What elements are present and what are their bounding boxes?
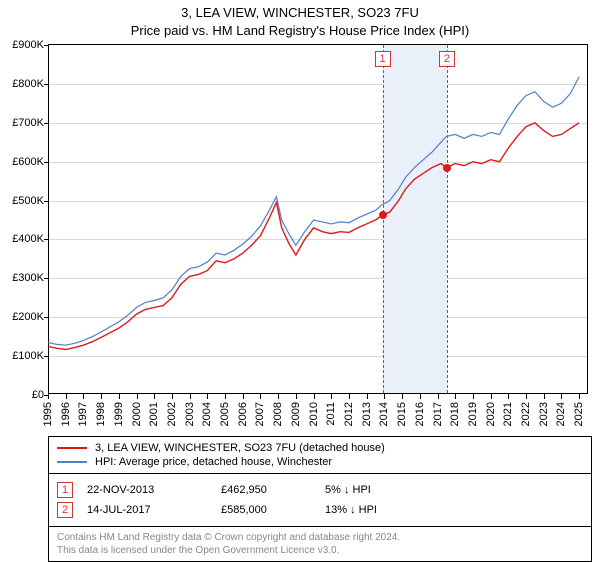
x-axis-label: 2016 xyxy=(414,402,426,426)
legend-item-hpi: HPI: Average price, detached house, Winc… xyxy=(57,455,583,469)
x-axis-label: 1998 xyxy=(95,402,107,426)
sale-dot xyxy=(379,211,387,219)
x-axis-label: 2003 xyxy=(184,402,196,426)
sale-date: 14-JUL-2017 xyxy=(87,504,207,516)
y-axis-label: £800K xyxy=(12,78,48,90)
x-axis-label: 1999 xyxy=(113,402,125,426)
y-axis-label: £600K xyxy=(12,156,48,168)
sale-row: 1 22-NOV-2013 £462,950 5% ↓ HPI xyxy=(57,480,583,500)
x-axis-label: 1995 xyxy=(42,402,54,426)
legend: 3, LEA VIEW, WINCHESTER, SO23 7FU (detac… xyxy=(48,436,592,562)
x-axis-label: 2007 xyxy=(254,402,266,426)
x-axis-label: 2022 xyxy=(520,402,532,426)
attribution-line-1: Contains HM Land Registry data © Crown c… xyxy=(57,532,400,543)
sale-diff: 13% ↓ HPI xyxy=(325,504,445,516)
sale-diff: 5% ↓ HPI xyxy=(325,484,445,496)
legend-label-hpi: HPI: Average price, detached house, Winc… xyxy=(95,456,332,468)
sale-row: 2 14-JUL-2017 £585,000 13% ↓ HPI xyxy=(57,500,583,520)
series-legend: 3, LEA VIEW, WINCHESTER, SO23 7FU (detac… xyxy=(49,436,591,474)
y-axis-label: £700K xyxy=(12,117,48,129)
sale-events: 1 22-NOV-2013 £462,950 5% ↓ HPI 2 14-JUL-2017… xyxy=(49,474,591,527)
sale-price: £585,000 xyxy=(221,504,311,516)
sale-dot xyxy=(443,164,451,172)
chart-container: 3, LEA VIEW, WINCHESTER, SO23 7FU Price … xyxy=(0,0,600,560)
plot-area: £0£100K£200K£300K£400K£500K£600K£700K£80… xyxy=(48,44,588,394)
x-axis-label: 2023 xyxy=(538,402,550,426)
x-axis-label: 2008 xyxy=(272,402,284,426)
x-axis-label: 2006 xyxy=(237,402,249,426)
y-axis-label: £200K xyxy=(12,311,48,323)
sale-badge: 2 xyxy=(57,502,73,518)
x-axis-label: 2015 xyxy=(396,402,408,426)
x-axis-label: 2011 xyxy=(325,402,337,426)
legend-item-price: 3, LEA VIEW, WINCHESTER, SO23 7FU (detac… xyxy=(57,441,583,455)
x-axis-label: 2002 xyxy=(166,402,178,426)
x-axis-label: 2017 xyxy=(432,402,444,426)
x-axis-label: 2009 xyxy=(290,402,302,426)
swatch-price xyxy=(57,447,87,449)
x-axis-label: 2024 xyxy=(555,402,567,426)
x-axis-label: 2013 xyxy=(361,402,373,426)
attribution-line-2: This data is licensed under the Open Gov… xyxy=(57,545,339,556)
sale-badge: 1 xyxy=(57,482,73,498)
x-axis-label: 2021 xyxy=(502,402,514,426)
sale-price: £462,950 xyxy=(221,484,311,496)
y-axis-label: £400K xyxy=(12,233,48,245)
y-axis-label: £100K xyxy=(12,350,48,362)
y-axis-label: £500K xyxy=(12,195,48,207)
x-axis-label: 2005 xyxy=(219,402,231,426)
attribution: Contains HM Land Registry data © Crown c… xyxy=(49,527,591,562)
swatch-hpi xyxy=(57,461,87,463)
y-axis-label: £900K xyxy=(12,39,48,51)
x-axis-label: 1997 xyxy=(77,402,89,426)
x-axis-label: 2010 xyxy=(308,402,320,426)
y-axis-label: £300K xyxy=(12,272,48,284)
x-axis-label: 2020 xyxy=(485,402,497,426)
chart-title: 3, LEA VIEW, WINCHESTER, SO23 7FU xyxy=(0,0,600,22)
x-axis-label: 2019 xyxy=(467,402,479,426)
x-axis-label: 2014 xyxy=(378,402,390,426)
x-axis-label: 1996 xyxy=(60,402,72,426)
legend-label-price: 3, LEA VIEW, WINCHESTER, SO23 7FU (detac… xyxy=(95,442,385,454)
series-line-hpi xyxy=(48,77,579,345)
x-axis-label: 2001 xyxy=(148,402,160,426)
chart-subtitle: Price paid vs. HM Land Registry's House … xyxy=(0,22,600,40)
x-axis-label: 2018 xyxy=(449,402,461,426)
sale-date: 22-NOV-2013 xyxy=(87,484,207,496)
x-axis-label: 2012 xyxy=(343,402,355,426)
x-axis-label: 2025 xyxy=(573,402,585,426)
x-axis-label: 2000 xyxy=(131,402,143,426)
x-axis-label: 2004 xyxy=(201,402,213,426)
